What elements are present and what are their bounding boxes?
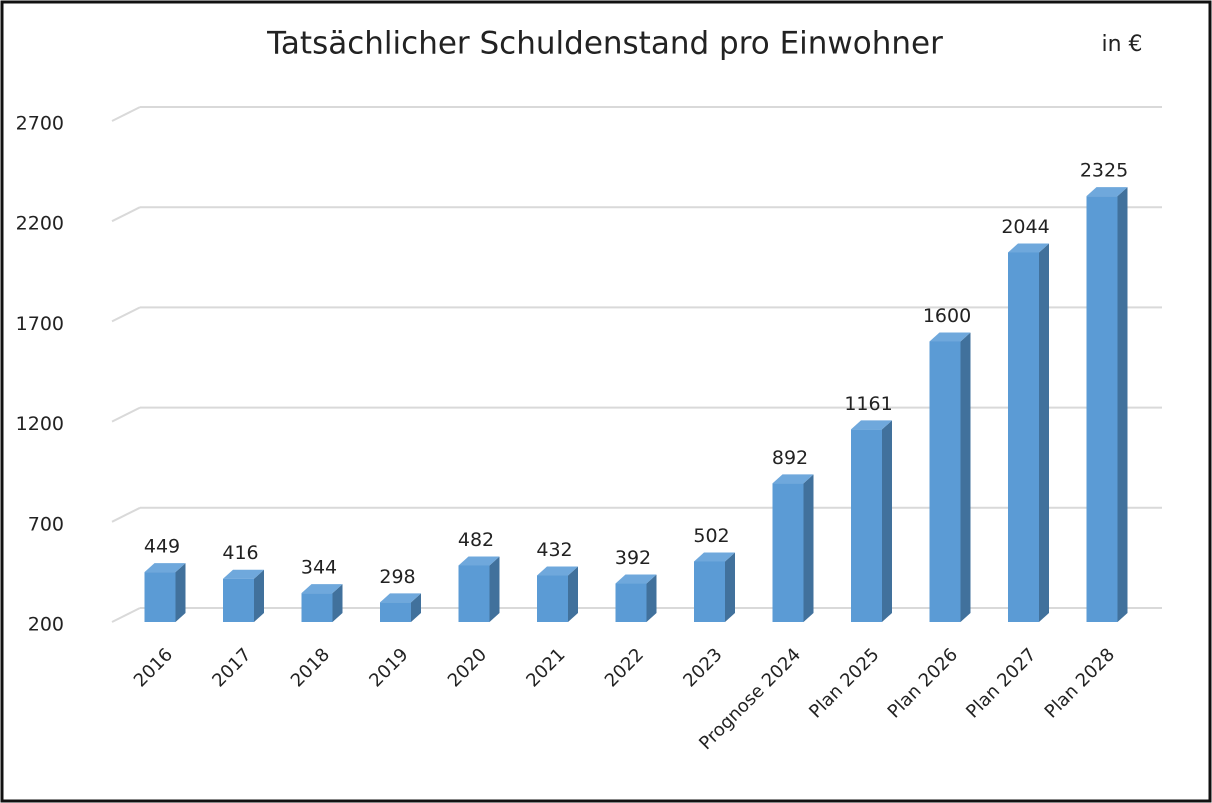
bar — [301, 584, 343, 622]
bar-side — [803, 474, 814, 622]
value-label: 892 — [772, 447, 808, 469]
bar-front — [615, 583, 647, 622]
value-label: 432 — [536, 539, 572, 561]
bar-front — [1086, 196, 1118, 622]
bar-front — [1008, 252, 1039, 622]
value-label: 1161 — [844, 393, 892, 415]
bar-top — [929, 332, 971, 342]
bar-top — [537, 566, 578, 576]
bar — [1086, 187, 1128, 622]
bar — [458, 556, 500, 622]
value-label: 344 — [301, 557, 337, 579]
bar-front — [144, 572, 176, 622]
grid-line-side — [111, 506, 141, 523]
bar-side — [332, 584, 343, 622]
grid-line-side — [111, 406, 141, 423]
y-tick-label: 1200 — [16, 413, 64, 435]
bar-top — [380, 593, 421, 603]
value-label: 2044 — [1001, 216, 1049, 238]
bar — [223, 569, 264, 622]
bar-side — [646, 574, 657, 622]
value-label: 1600 — [923, 305, 971, 327]
bar-top — [851, 420, 892, 430]
bar-front — [301, 593, 333, 622]
unit-label: in € — [1101, 32, 1142, 57]
bar-top — [694, 552, 735, 562]
chart-title: Tatsächlicher Schuldenstand pro Einwohne… — [266, 26, 943, 62]
bar-side — [175, 563, 186, 622]
value-label: 298 — [379, 566, 415, 588]
bar-side — [1039, 243, 1049, 622]
value-label: 482 — [458, 529, 494, 551]
bar-front — [772, 483, 804, 622]
bar-side — [568, 566, 578, 622]
bar — [380, 593, 421, 622]
bar-top — [301, 584, 343, 594]
y-tick-label: 200 — [28, 614, 64, 636]
bar-front — [380, 602, 411, 622]
bar — [851, 420, 892, 622]
bar-front — [223, 578, 254, 622]
bar-top — [1008, 243, 1049, 253]
y-tick-label: 700 — [28, 513, 64, 535]
value-label: 449 — [144, 536, 180, 558]
value-label: 392 — [615, 547, 651, 569]
value-label: 2325 — [1080, 160, 1128, 182]
bar-side — [1117, 187, 1128, 622]
value-label: 416 — [222, 542, 258, 564]
bar-front — [851, 429, 882, 622]
bar-top — [772, 474, 814, 484]
grid-line-side — [111, 106, 141, 122]
grid-line-side — [111, 607, 141, 623]
bar-side — [725, 552, 735, 622]
bar — [1008, 243, 1049, 622]
bar-top — [144, 563, 186, 573]
grid-line-side — [111, 206, 141, 223]
value-label: 502 — [693, 525, 729, 547]
bar — [537, 566, 578, 622]
grid-line-side — [111, 306, 141, 323]
bar — [929, 332, 971, 622]
bar-front — [537, 575, 568, 622]
bar — [772, 474, 814, 622]
bar-side — [489, 556, 500, 622]
bar-side — [254, 569, 264, 622]
y-tick-label: 2200 — [16, 213, 64, 235]
bar-side — [411, 593, 421, 622]
bar — [694, 552, 735, 622]
bar — [144, 563, 186, 622]
bar-top — [458, 556, 500, 566]
bar-side — [960, 332, 971, 622]
bar-top — [615, 574, 657, 584]
bar-front — [694, 561, 725, 622]
bar-side — [882, 420, 892, 622]
y-tick-label: 1700 — [16, 313, 64, 335]
bar — [615, 574, 657, 622]
bar-front — [929, 341, 961, 622]
bar-top — [1086, 187, 1128, 197]
bar-front — [458, 565, 490, 622]
bar-top — [223, 569, 264, 579]
y-tick-label: 2700 — [16, 113, 64, 135]
